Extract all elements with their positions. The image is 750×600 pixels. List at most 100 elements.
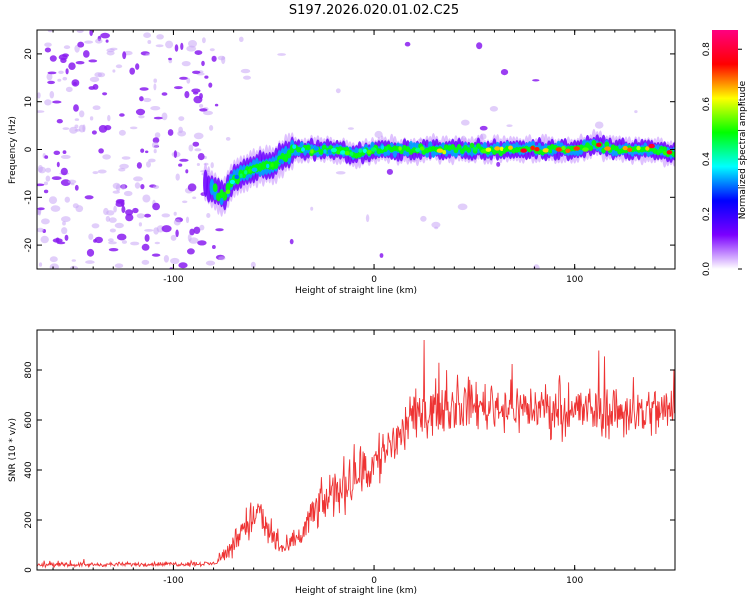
track-band bbox=[305, 144, 311, 151]
noise-blob bbox=[174, 86, 183, 90]
noise-blob bbox=[594, 121, 604, 129]
noise-blob bbox=[174, 44, 179, 52]
track-peak bbox=[225, 189, 231, 194]
noise-blob bbox=[197, 240, 207, 246]
noise-blob bbox=[78, 124, 86, 133]
noise-blob bbox=[154, 241, 160, 245]
track-band bbox=[469, 142, 475, 149]
noise-blob bbox=[45, 167, 51, 173]
noise-blob bbox=[179, 158, 189, 162]
noise-blob bbox=[143, 32, 152, 38]
colorbar-tick-label: 0.2 bbox=[702, 207, 712, 221]
noise-blob bbox=[205, 260, 216, 266]
noise-blob bbox=[70, 265, 78, 269]
noise-blob bbox=[102, 92, 108, 96]
noise-blob bbox=[217, 55, 226, 61]
track-peak bbox=[301, 147, 305, 152]
noise-blob bbox=[208, 82, 213, 88]
noise-blob bbox=[144, 229, 154, 232]
noise-blob bbox=[310, 206, 314, 211]
noise-blob bbox=[115, 201, 125, 207]
track-peak bbox=[270, 163, 274, 168]
noise-blob bbox=[194, 50, 203, 55]
noise-blob bbox=[37, 227, 44, 233]
colorbar-label: Normalized spectral amplitude bbox=[738, 80, 748, 219]
noise-blob bbox=[138, 222, 142, 227]
noise-blob bbox=[93, 239, 97, 243]
noise-blob bbox=[506, 124, 513, 127]
track-peak bbox=[244, 170, 248, 175]
noise-blob bbox=[250, 261, 256, 268]
noise-blob bbox=[43, 181, 49, 186]
snr-frame bbox=[36, 329, 676, 571]
track-peak bbox=[582, 147, 589, 152]
noise-blob bbox=[141, 243, 150, 251]
spectrogram-ylabel: Frequency (Hz) bbox=[8, 116, 18, 184]
noise-blob bbox=[62, 127, 70, 130]
noise-blob bbox=[102, 154, 111, 160]
noise-blob bbox=[94, 72, 102, 78]
noise-blob bbox=[420, 215, 427, 222]
noise-blob bbox=[431, 221, 441, 228]
noise-blob bbox=[156, 34, 164, 40]
noise-blob bbox=[210, 162, 214, 169]
noise-blob bbox=[175, 173, 180, 181]
noise-blob bbox=[374, 130, 383, 139]
noise-blob bbox=[51, 176, 62, 181]
noise-blob bbox=[165, 40, 174, 49]
noise-blob bbox=[91, 130, 97, 135]
noise-blob bbox=[67, 179, 77, 184]
y-tick-label: 600 bbox=[24, 411, 34, 428]
track-peak bbox=[330, 148, 337, 153]
track-peak bbox=[604, 146, 611, 151]
noise-blob bbox=[187, 248, 195, 255]
track-band bbox=[321, 144, 327, 151]
noise-blob bbox=[63, 45, 71, 50]
noise-blob bbox=[55, 237, 60, 243]
noise-blob bbox=[182, 200, 188, 204]
noise-blob bbox=[125, 209, 134, 216]
noise-blob bbox=[71, 259, 77, 262]
track-peak bbox=[472, 147, 478, 152]
track-peak bbox=[310, 149, 314, 154]
noise-blob bbox=[135, 63, 140, 70]
track-peak bbox=[327, 149, 332, 154]
noise-blob bbox=[136, 162, 142, 169]
track-peak bbox=[573, 146, 580, 151]
noise-blob bbox=[88, 233, 94, 240]
noise-blob bbox=[199, 224, 205, 231]
noise-blob bbox=[74, 44, 80, 53]
noise-blob bbox=[184, 91, 190, 99]
noise-blob bbox=[77, 41, 85, 48]
noise-blob bbox=[199, 104, 204, 108]
track-band bbox=[588, 145, 594, 152]
track-peak bbox=[278, 159, 284, 164]
y-tick-label: 0 bbox=[24, 567, 34, 573]
track-peak bbox=[313, 146, 319, 151]
noise-blob bbox=[95, 38, 103, 44]
noise-blob bbox=[193, 132, 204, 140]
y-tick-label: 10 bbox=[24, 96, 34, 108]
noise-blob bbox=[139, 96, 144, 102]
noise-blob bbox=[201, 60, 205, 67]
noise-blob bbox=[196, 163, 200, 166]
noise-blob bbox=[153, 227, 159, 235]
track-band bbox=[453, 147, 459, 154]
noise-blob bbox=[194, 148, 202, 152]
noise-blob bbox=[144, 213, 151, 218]
noise-blob bbox=[161, 225, 172, 233]
track-band bbox=[286, 149, 292, 159]
noise-blob bbox=[199, 108, 208, 112]
noise-blob bbox=[49, 256, 58, 263]
noise-blob bbox=[204, 75, 209, 79]
track-peak bbox=[622, 145, 628, 151]
noise-blob bbox=[112, 69, 116, 73]
track-peak bbox=[494, 146, 501, 151]
noise-blob bbox=[108, 248, 119, 252]
noise-blob bbox=[225, 137, 231, 141]
noise-blob bbox=[119, 113, 125, 117]
noise-blob bbox=[243, 75, 251, 80]
noise-blob bbox=[140, 148, 145, 153]
noise-blob bbox=[152, 137, 160, 144]
